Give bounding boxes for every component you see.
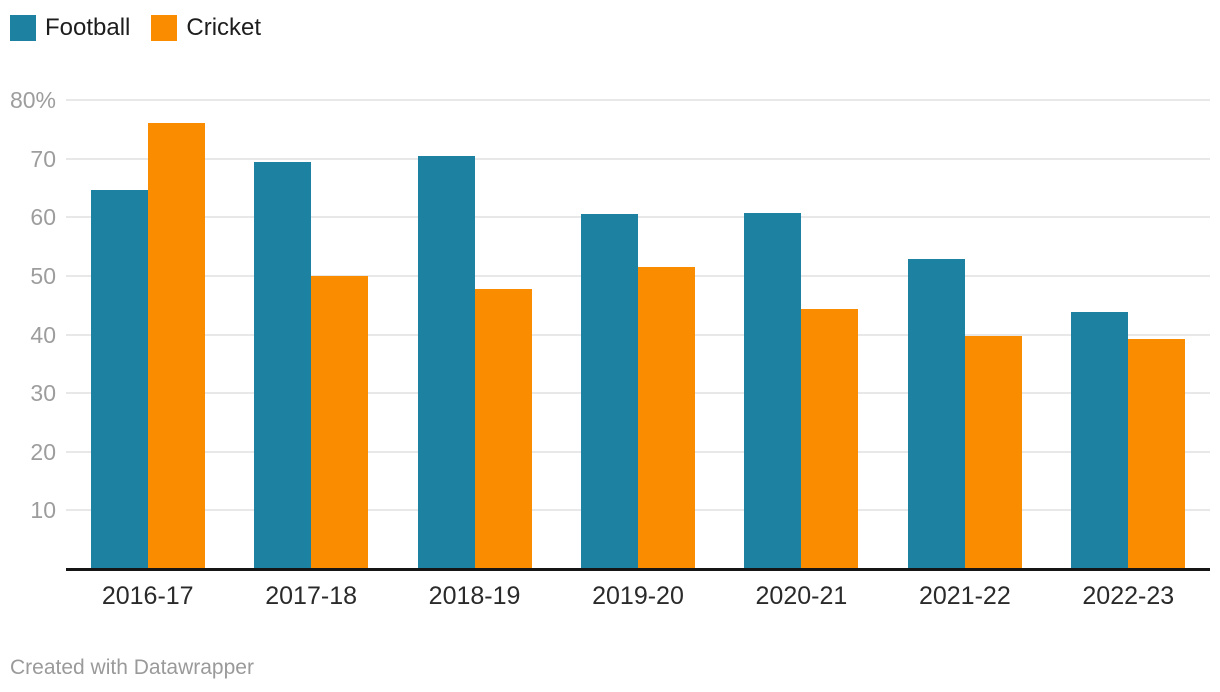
y-axis-tick-label-40: 40 — [30, 321, 56, 348]
y-axis-tick-label-50: 50 — [30, 262, 56, 289]
bar-cricket-2016-17[interactable] — [147, 122, 205, 569]
bar-football-2021-22[interactable] — [907, 259, 965, 569]
gridline-60 — [66, 216, 1210, 219]
legend-swatch-football-icon — [10, 15, 36, 41]
gridline-70 — [66, 157, 1210, 160]
x-axis-label-2016-17: 2016-17 — [101, 582, 194, 610]
x-axis-label-2021-22: 2021-22 — [918, 582, 1011, 610]
bar-cricket-2019-20[interactable] — [638, 267, 695, 569]
bar-football-2022-23[interactable] — [1071, 312, 1129, 569]
legend-label-cricket: Cricket — [186, 14, 262, 41]
gridline-80 — [66, 99, 1210, 101]
bar-cricket-2018-19[interactable] — [474, 289, 532, 569]
bar-cricket-2022-23[interactable] — [1128, 339, 1186, 569]
bar-football-2020-21[interactable] — [744, 212, 802, 569]
bar-football-2019-20[interactable] — [581, 213, 638, 569]
y-axis-tick-label-30: 30 — [30, 380, 56, 407]
legend-swatch-cricket-icon — [151, 15, 178, 41]
bar-cricket-2020-21[interactable] — [801, 309, 859, 569]
bar-cricket-2021-22[interactable] — [964, 335, 1022, 569]
legend-item-cricket: Cricket — [151, 15, 261, 41]
x-axis-baseline — [66, 568, 1210, 571]
bar-football-2016-17[interactable] — [90, 190, 148, 569]
x-axis-label-2017-18: 2017-18 — [265, 582, 357, 610]
legend-item-football: Football — [10, 15, 130, 41]
x-axis-label-2019-20: 2019-20 — [592, 582, 684, 610]
legend-label-football: Football — [45, 14, 131, 41]
y-axis-tick-label-70: 70 — [30, 145, 56, 172]
y-axis-tick-label-60: 60 — [30, 204, 56, 231]
attribution-text: Created with Datawrapper — [10, 656, 254, 679]
bar-cricket-2017-18[interactable] — [311, 275, 369, 569]
x-axis-label-2022-23: 2022-23 — [1082, 582, 1175, 610]
x-axis-label-2020-21: 2020-21 — [755, 582, 848, 610]
x-axis-label-2018-19: 2018-19 — [428, 582, 521, 610]
y-axis-tick-label-80: 80% — [9, 87, 56, 113]
bar-football-2018-19[interactable] — [417, 156, 475, 569]
bar-football-2017-18[interactable] — [254, 162, 312, 569]
y-axis-tick-label-20: 20 — [30, 438, 56, 465]
y-axis-tick-label-10: 10 — [30, 497, 56, 524]
legend: Football Cricket — [10, 15, 261, 41]
